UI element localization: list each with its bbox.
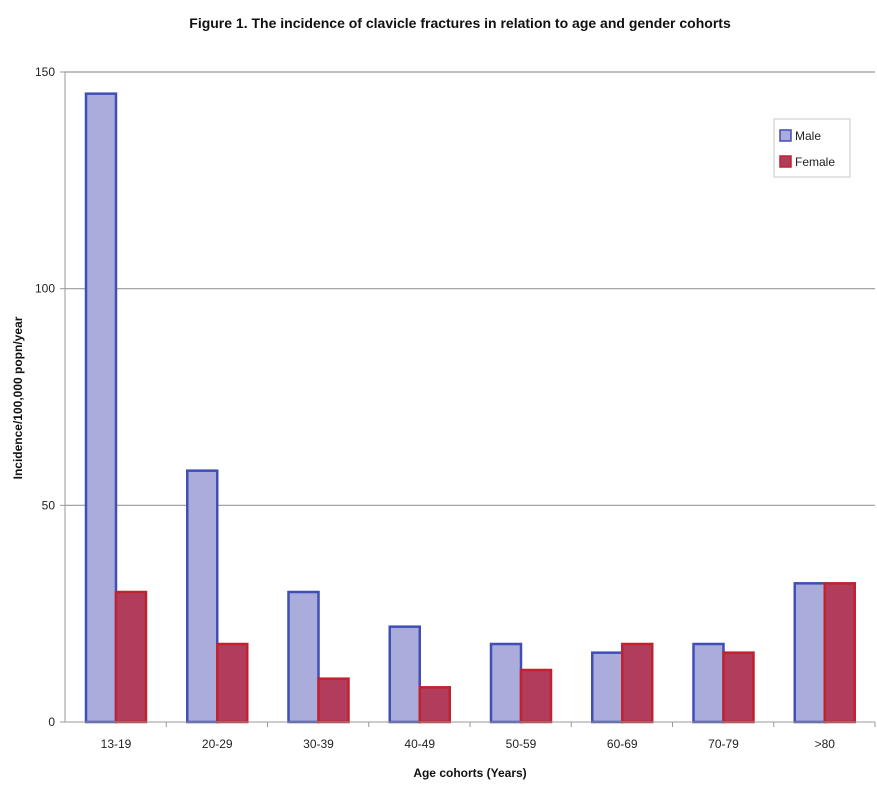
bar-female-4 xyxy=(519,668,553,724)
bar-female-6 xyxy=(722,651,755,724)
x-tick-label: 60-69 xyxy=(607,737,638,751)
x-tick-label: >80 xyxy=(815,737,836,751)
legend-swatch-female xyxy=(779,155,792,168)
bars xyxy=(84,92,856,724)
chart-title: Figure 1. The incidence of clavicle frac… xyxy=(189,15,731,31)
legend-label-female: Female xyxy=(795,155,835,169)
y-tick-label: 150 xyxy=(35,65,55,79)
bar-male-7 xyxy=(793,582,826,724)
bar-female-3 xyxy=(418,686,451,724)
legend-swatch-male xyxy=(779,129,792,142)
legend: Male Female xyxy=(773,118,851,178)
x-axis-label: Age cohorts (Years) xyxy=(413,766,526,780)
bar-female-5 xyxy=(621,642,654,724)
y-tick-label: 50 xyxy=(42,498,56,512)
x-tick-label: 70-79 xyxy=(708,737,739,751)
legend-label-male: Male xyxy=(795,129,821,143)
bar-male-3 xyxy=(388,625,421,724)
bar-male-1 xyxy=(186,469,219,724)
y-tick-label: 0 xyxy=(48,715,55,729)
x-tick-label: 30-39 xyxy=(303,737,334,751)
x-tick-label: 50-59 xyxy=(506,737,537,751)
bar-female-0 xyxy=(114,590,148,724)
bar-female-1 xyxy=(216,642,249,724)
bar-male-5 xyxy=(591,651,624,724)
x-tick-label: 13-19 xyxy=(101,737,132,751)
bar-female-2 xyxy=(317,677,350,724)
y-axis-label: Incidence/100,000 popn/year xyxy=(11,316,25,479)
bar-female-7 xyxy=(823,582,856,724)
grid-lines xyxy=(65,71,875,506)
x-tick-label: 40-49 xyxy=(404,737,435,751)
bar-male-4 xyxy=(489,642,523,724)
y-tick-label: 100 xyxy=(35,282,55,296)
x-axis-ticks: 13-19 20-29 30-39 40-49 50-59 60-69 70-79 >80 xyxy=(101,722,876,751)
bar-male-0 xyxy=(84,92,118,724)
bar-male-6 xyxy=(692,642,725,724)
x-tick-label: 20-29 xyxy=(202,737,233,751)
bar-male-2 xyxy=(287,590,320,724)
y-axis-ticks: 0 50 100 150 xyxy=(35,65,65,729)
